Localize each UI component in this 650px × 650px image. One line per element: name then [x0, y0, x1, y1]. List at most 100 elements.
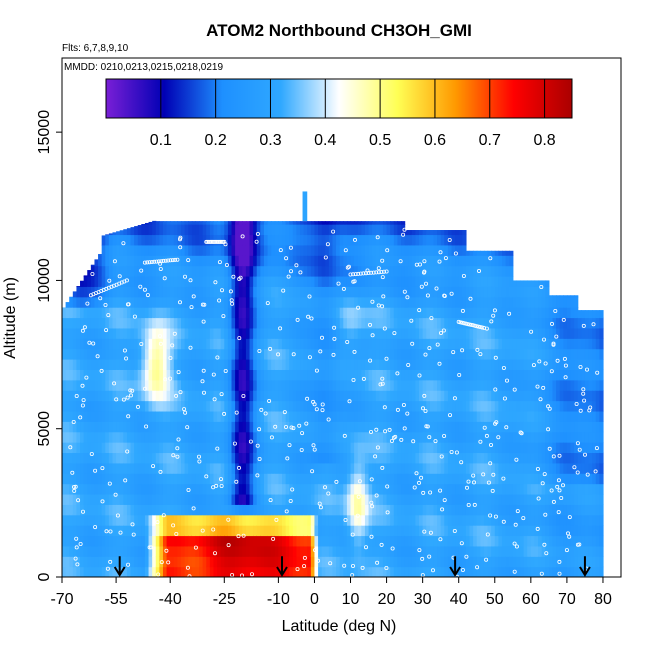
heatmap-cell [494, 462, 499, 474]
heatmap-cell [545, 421, 550, 433]
heatmap-cell [339, 421, 344, 433]
heatmap-cell [556, 338, 561, 350]
heatmap-cell [173, 369, 179, 381]
heatmap-cell [364, 545, 370, 557]
heatmap-cell [498, 359, 503, 370]
heatmap-cell [253, 566, 258, 577]
heatmap-cell [437, 442, 442, 454]
heatmap-cell [429, 234, 435, 246]
heatmap-cell [116, 234, 121, 246]
heatmap-cell [473, 265, 478, 277]
heatmap-cell [318, 410, 323, 422]
heatmap-cell [80, 514, 85, 526]
heatmap-cell [404, 369, 409, 381]
heatmap-cell [184, 265, 189, 277]
heatmap-cell [202, 514, 207, 526]
heatmap-cell [451, 483, 456, 495]
heatmap-cell [382, 525, 388, 537]
heatmap-cell [220, 275, 225, 287]
heatmap-cell [325, 275, 330, 287]
heatmap-cell [105, 234, 110, 236]
heatmap-cell [69, 545, 74, 557]
heatmap-cell [487, 493, 492, 505]
heatmap-cell [65, 535, 70, 547]
heatmap-cell [141, 265, 146, 277]
heatmap-cell [116, 296, 121, 308]
heatmap-cell [343, 255, 348, 267]
heatmap-cell [235, 234, 240, 246]
heatmap-cell [123, 410, 128, 422]
heatmap-cell [422, 230, 427, 236]
heatmap-cell [527, 410, 532, 422]
heatmap-cell [346, 514, 352, 526]
heatmap-cell [310, 525, 316, 537]
heatmap-cell [105, 421, 110, 433]
heatmap-cell [332, 234, 337, 246]
heatmap-cell [199, 296, 204, 308]
heatmap-cell [278, 224, 283, 236]
heatmap-cell [213, 296, 218, 308]
heatmap-cell [188, 390, 193, 402]
heatmap-cell [227, 390, 233, 402]
heatmap-cell [188, 369, 193, 381]
heatmap-cell [462, 379, 467, 391]
heatmap-cell [332, 244, 337, 256]
heatmap-cell [584, 462, 590, 474]
heatmap-cell [588, 369, 593, 381]
heatmap-cell [72, 514, 78, 526]
heatmap-cell [368, 327, 373, 339]
heatmap-cell [256, 286, 261, 298]
heatmap-cell [123, 286, 128, 298]
heatmap-cell [307, 431, 312, 443]
heatmap-cell [148, 514, 153, 526]
heatmap-cell [278, 348, 283, 360]
heatmap-cell [530, 535, 536, 547]
heatmap-cell [152, 421, 157, 433]
heatmap-cell [451, 327, 456, 339]
heatmap-cell [94, 483, 99, 495]
heatmap-cell [112, 483, 117, 495]
heatmap-cell [332, 452, 337, 464]
heatmap-cell [62, 525, 67, 537]
heatmap-cell [72, 291, 78, 298]
heatmap-cell [584, 310, 590, 319]
heatmap-cell [476, 296, 481, 308]
heatmap-cell [404, 255, 409, 267]
heatmap-cell [170, 410, 175, 422]
heatmap-cell [458, 514, 463, 526]
heatmap-cell [541, 280, 546, 287]
heatmap-cell [296, 359, 301, 370]
heatmap-cell [307, 327, 312, 339]
heatmap-cell [195, 265, 200, 277]
heatmap-cell [123, 255, 128, 267]
heatmap-cell [447, 255, 453, 267]
heatmap-cell [574, 359, 579, 370]
heatmap-cell [130, 227, 135, 236]
heatmap-cell [191, 379, 197, 391]
heatmap-cell [209, 442, 215, 454]
heatmap-cell [318, 421, 323, 433]
heatmap-cell [325, 307, 330, 319]
heatmap-cell [90, 286, 96, 298]
heatmap-cell [462, 296, 467, 308]
heatmap-cell [123, 307, 128, 319]
heatmap-cell [310, 483, 316, 495]
heatmap-cell [393, 307, 398, 319]
heatmap-cell [62, 379, 67, 391]
heatmap-cell [292, 255, 298, 267]
heatmap-cell [382, 504, 388, 516]
heatmap-cell [483, 250, 489, 256]
heatmap-cell [523, 556, 528, 568]
heatmap-cell [256, 410, 261, 422]
heatmap-cell [595, 400, 600, 412]
heatmap-cell [476, 431, 481, 443]
heatmap-cell [310, 400, 316, 412]
heatmap-cell [379, 535, 384, 547]
heatmap-cell [523, 483, 528, 495]
heatmap-cell [292, 504, 298, 516]
heatmap-cell [126, 566, 132, 577]
heatmap-cell [379, 462, 384, 474]
heatmap-cell [202, 442, 207, 454]
heatmap-cell [545, 307, 550, 319]
heatmap-cell [393, 244, 398, 256]
